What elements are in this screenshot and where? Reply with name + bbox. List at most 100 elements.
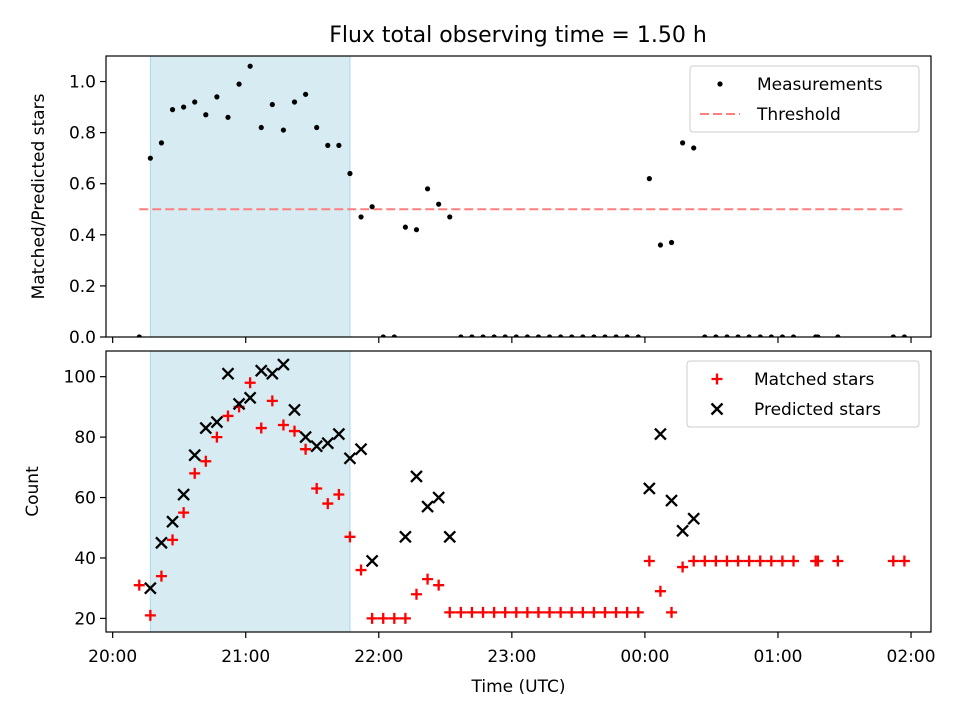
data-point	[680, 140, 686, 146]
data-point	[890, 334, 896, 337]
data-point	[225, 114, 231, 120]
data-point	[521, 606, 533, 618]
data-point	[591, 334, 597, 337]
data-point	[399, 612, 411, 624]
y-tick-label: 0.8	[69, 124, 96, 144]
data-point	[255, 422, 267, 434]
data-point	[768, 334, 774, 337]
data-point	[577, 606, 589, 618]
data-point	[211, 431, 223, 443]
legend-label: Matched stars	[754, 370, 874, 390]
data-point	[366, 612, 378, 624]
data-point	[192, 99, 198, 105]
data-point	[788, 555, 799, 567]
data-point	[668, 239, 675, 246]
y-tick-label: 80	[74, 428, 96, 448]
chart-panel-2: 20 40 60 80 100 20:00 21:00 22:00 23:00 00:00 01:0…	[23, 350, 936, 697]
data-point	[380, 334, 386, 337]
data-point	[178, 507, 190, 519]
legend-marker	[710, 402, 724, 416]
data-point	[155, 536, 168, 550]
data-point	[421, 500, 434, 513]
legend-marker	[717, 81, 723, 87]
data-point	[491, 334, 497, 337]
data-point	[447, 214, 453, 220]
data-point	[354, 442, 368, 456]
x-axis-label: Time (UTC)	[471, 677, 566, 697]
data-point	[321, 436, 335, 450]
x-tick-label: 22:00	[354, 647, 403, 667]
legend-label: Predicted stars	[754, 400, 881, 420]
data-point	[624, 334, 630, 337]
data-point	[588, 606, 600, 618]
data-point	[277, 358, 290, 371]
data-point	[665, 494, 678, 507]
axes-frame	[105, 55, 932, 338]
data-point	[280, 127, 287, 133]
legend-label: Measurements	[757, 75, 883, 95]
axes-frame	[105, 350, 932, 633]
x-tick-label: 02:00	[887, 647, 936, 667]
y-tick-label: 20	[74, 609, 96, 629]
data-point	[369, 204, 375, 210]
data-point	[291, 99, 298, 105]
x-tick-label: 23:00	[487, 647, 536, 667]
data-point	[569, 334, 575, 337]
data-point	[754, 555, 766, 567]
data-point	[424, 186, 431, 192]
data-point	[502, 334, 508, 337]
x-tick-label: 00:00	[620, 647, 669, 667]
data-point	[436, 201, 442, 207]
data-point	[288, 403, 301, 417]
data-point	[277, 419, 289, 431]
data-point	[776, 555, 788, 567]
data-point	[544, 606, 556, 618]
data-point	[724, 334, 730, 337]
data-point	[167, 534, 179, 546]
data-point	[676, 524, 689, 538]
y-tick-label: 0.0	[69, 328, 96, 348]
data-point	[743, 555, 755, 567]
data-point	[488, 606, 500, 618]
legend-marker	[711, 373, 723, 385]
data-point	[402, 224, 408, 230]
data-point	[254, 364, 268, 377]
data-point	[144, 581, 157, 595]
data-point	[203, 112, 209, 118]
y-tick-label: 0.4	[69, 226, 96, 246]
chart-title: Flux total observing time = 1.50 h	[329, 23, 707, 48]
data-point	[599, 606, 611, 618]
data-point	[732, 555, 744, 567]
data-point	[188, 448, 202, 462]
data-point	[610, 606, 622, 618]
data-point	[621, 606, 633, 618]
data-point	[410, 588, 422, 600]
series-measurements	[136, 63, 907, 337]
data-point	[654, 585, 666, 597]
data-point	[144, 609, 156, 621]
y-tick-label: 60	[74, 489, 96, 509]
data-point	[232, 397, 246, 411]
data-point	[355, 564, 367, 576]
data-point	[499, 606, 511, 618]
data-point	[546, 334, 553, 337]
data-point	[666, 606, 678, 618]
data-point	[790, 334, 797, 337]
data-point	[158, 140, 165, 146]
data-point	[580, 334, 586, 337]
data-point	[688, 555, 700, 567]
data-point	[166, 515, 179, 529]
data-point	[358, 214, 364, 220]
data-point	[365, 554, 379, 568]
legend-label: Threshold	[756, 105, 841, 125]
data-point	[455, 606, 467, 618]
data-point	[300, 443, 312, 455]
data-point	[236, 81, 242, 87]
data-point	[244, 377, 256, 389]
data-point	[169, 107, 176, 113]
data-point	[691, 145, 697, 151]
data-point	[558, 334, 564, 337]
data-point	[654, 427, 667, 441]
data-point	[136, 334, 142, 337]
